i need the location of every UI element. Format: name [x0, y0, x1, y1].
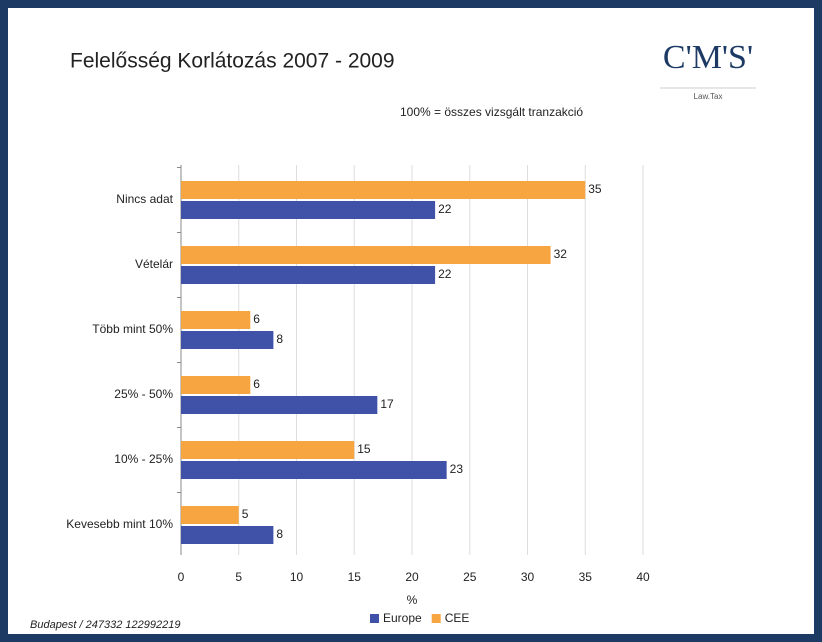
legend-label: Europe	[383, 611, 422, 625]
value-label: 17	[380, 397, 394, 411]
bar	[181, 376, 251, 394]
chart-title: Felelősség Korlátozás 2007 - 2009	[70, 50, 395, 73]
y-tick-label: Nincs adat	[116, 192, 173, 206]
y-tick-label: Vételár	[135, 257, 173, 271]
logo: C'M'S'	[663, 39, 753, 76]
chart: Felelősség Korlátozás 2007 - 2009 C'M'S'…	[30, 39, 756, 631]
y-tick-label: Kevesebb mint 10%	[66, 517, 173, 531]
x-tick-label: 0	[178, 570, 185, 584]
bar	[181, 266, 436, 284]
bar	[181, 506, 239, 524]
footer: Budapest / 247332 122992219	[30, 619, 180, 631]
value-label: 32	[554, 247, 568, 261]
bar	[181, 246, 551, 264]
x-tick-label: 15	[348, 570, 362, 584]
y-tick-label: 25% - 50%	[114, 387, 173, 401]
value-label: 15	[357, 442, 371, 456]
bar	[181, 311, 251, 329]
y-tick-label: Több mint 50%	[92, 322, 173, 336]
bar	[181, 396, 378, 414]
legend-swatch	[370, 614, 379, 623]
value-label: 22	[438, 267, 452, 281]
x-tick-label: 40	[636, 570, 650, 584]
x-tick-label: 5	[235, 570, 242, 584]
x-tick-label: 25	[463, 570, 477, 584]
subtitle: 100% = összes vizsgált tranzakció	[400, 105, 583, 119]
value-label: 35	[588, 182, 602, 196]
x-tick-label: 35	[579, 570, 593, 584]
bar	[181, 331, 274, 349]
bar	[181, 526, 274, 544]
value-label: 6	[253, 377, 260, 391]
value-label: 6	[253, 312, 260, 326]
legend-label: CEE	[445, 611, 470, 625]
value-label: 5	[242, 507, 249, 521]
x-axis-label: %	[407, 593, 418, 607]
x-tick-label: 10	[290, 570, 304, 584]
value-label: 22	[438, 202, 452, 216]
y-tick-label: 10% - 25%	[114, 452, 173, 466]
bar	[181, 201, 436, 219]
value-label: 23	[450, 462, 464, 476]
bar	[181, 441, 355, 459]
value-label: 8	[276, 332, 283, 346]
value-label: 8	[276, 527, 283, 541]
x-tick-label: 30	[521, 570, 535, 584]
bar	[181, 181, 586, 199]
logo-tagline: Law.Tax	[694, 92, 723, 101]
x-tick-label: 20	[405, 570, 419, 584]
legend-swatch	[431, 614, 441, 623]
bar	[181, 461, 447, 479]
